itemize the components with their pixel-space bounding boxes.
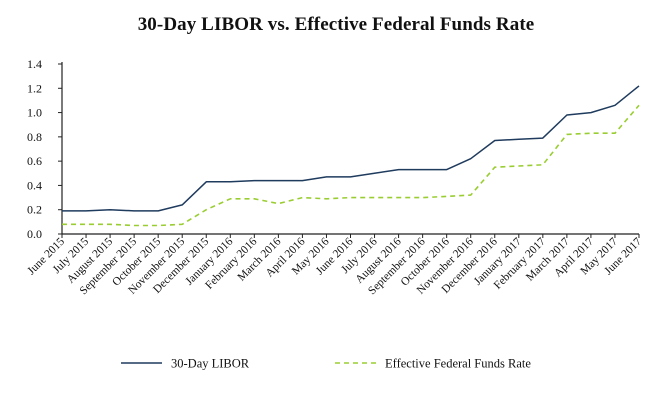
y-tick-label: 1.0	[27, 106, 42, 120]
legend: 30-Day LIBOR Effective Federal Funds Rate	[121, 357, 531, 371]
legend-label: 30-Day LIBOR	[171, 357, 250, 371]
legend-label: Effective Federal Funds Rate	[385, 357, 531, 371]
chart-title: 30-Day LIBOR vs. Effective Federal Funds…	[137, 14, 535, 35]
y-tick-label: 0.2	[27, 203, 42, 217]
y-tick-label: 0.4	[27, 178, 42, 192]
y-tick-label: 1.2	[27, 81, 42, 95]
y-tick-label: 1.4	[27, 57, 42, 71]
series-line-libor	[62, 85, 640, 212]
series-lines	[61, 85, 640, 227]
axes	[61, 62, 639, 235]
y-tick-label: 0.8	[27, 130, 42, 144]
y-tick-label: 0.0	[27, 227, 42, 241]
series-line-fed-funds	[62, 104, 640, 227]
y-axis-ticks: 0.0 0.2 0.4 0.6 0.8 1.0 1.2 1.4	[27, 57, 62, 241]
y-tick-label: 0.6	[27, 154, 42, 168]
